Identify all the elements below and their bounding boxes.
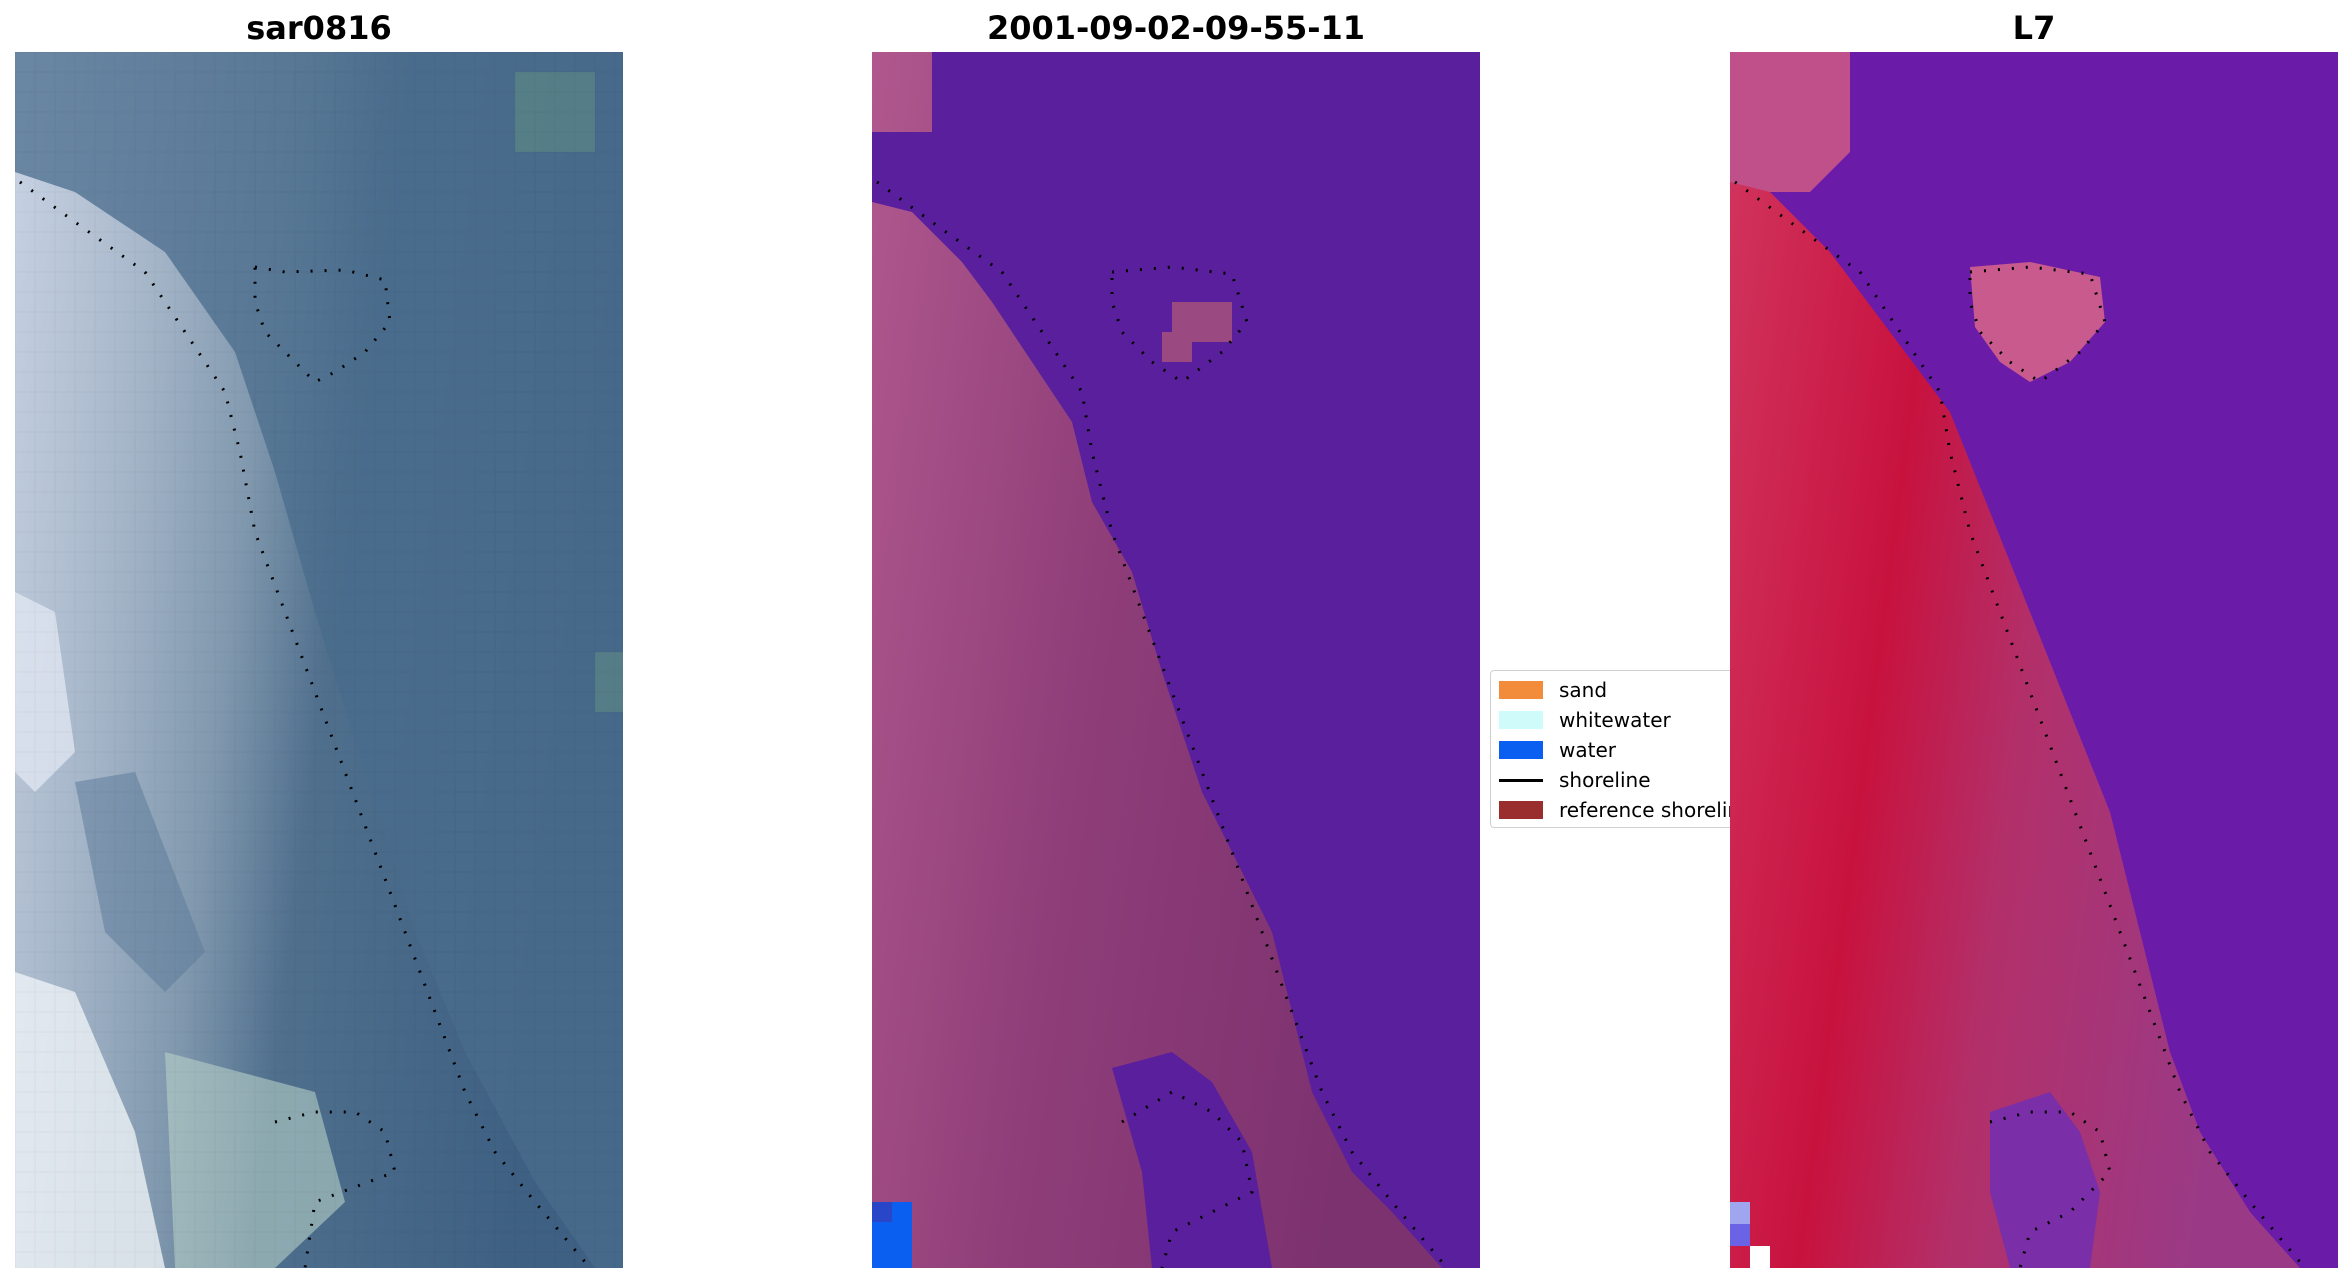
reference-shoreline-swatch	[1499, 801, 1543, 819]
legend: sand whitewater water shoreline referenc…	[1490, 670, 1740, 828]
rgb-image-panel	[15, 52, 623, 1268]
legend-item-reference-shoreline: reference shoreline	[1499, 795, 1740, 825]
panel-title-index: L7	[2012, 9, 2056, 47]
panel-title-rgb: sar0816	[246, 9, 392, 47]
legend-item-shoreline: shoreline	[1499, 765, 1651, 795]
whitewater-swatch	[1499, 711, 1543, 729]
classified-image	[872, 52, 1480, 1268]
water-swatch	[1499, 741, 1543, 759]
legend-label-whitewater: whitewater	[1559, 708, 1671, 732]
classified-image-panel	[872, 52, 1480, 1268]
legend-item-whitewater: whitewater	[1499, 705, 1671, 735]
legend-label-sand: sand	[1559, 678, 1608, 702]
index-image	[1730, 52, 2338, 1268]
shoreline-line-swatch	[1499, 778, 1543, 782]
legend-item-water: water	[1499, 735, 1616, 765]
legend-label-reference-shoreline: reference shoreline	[1559, 798, 1740, 822]
legend-item-sand: sand	[1499, 675, 1607, 705]
shoreline-dots-index	[1734, 180, 2302, 1268]
legend-label-water: water	[1559, 738, 1616, 762]
legend-label-shoreline: shoreline	[1559, 768, 1651, 792]
index-image-panel	[1730, 52, 2338, 1268]
panel-title-classified: 2001-09-02-09-55-11	[986, 9, 1366, 47]
rgb-image	[15, 52, 623, 1268]
sand-swatch	[1499, 681, 1543, 699]
